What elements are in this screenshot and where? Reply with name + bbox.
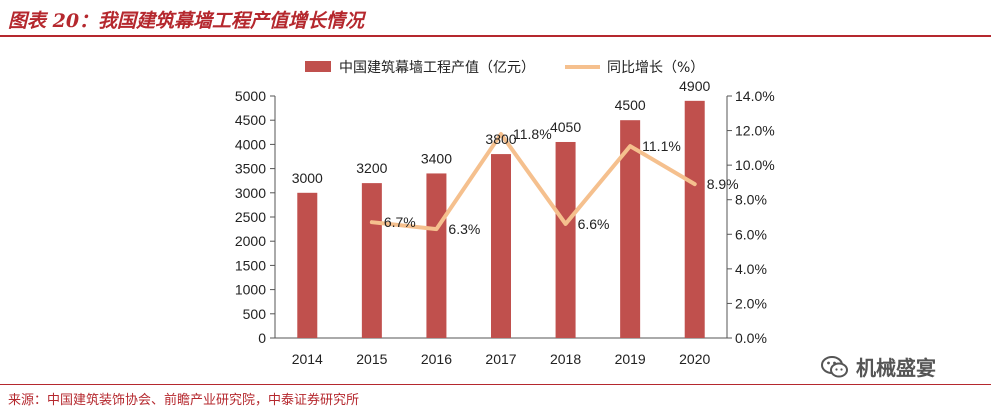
x-tick-label: 2018: [550, 351, 581, 367]
bar: [361, 183, 382, 338]
y-right-tick-label: 2.0%: [735, 295, 767, 311]
bar: [491, 154, 511, 338]
y-left-tick-label: 5000: [235, 88, 266, 104]
x-tick-label: 2014: [292, 351, 323, 367]
growth-value-label: 6.7%: [384, 214, 416, 230]
bar-value-label: 3400: [421, 150, 452, 166]
x-tick-label: 2015: [356, 351, 387, 367]
bar: [297, 192, 318, 338]
y-left-tick-label: 1500: [235, 257, 266, 273]
y-left-tick-label: 2500: [235, 209, 266, 225]
y-right-tick-label: 12.0%: [735, 123, 775, 139]
y-left-tick-label: 500: [243, 306, 267, 322]
bar: [555, 141, 576, 338]
bar: [426, 173, 447, 338]
y-left-tick-label: 3000: [235, 185, 266, 201]
bar-value-label: 4500: [615, 97, 646, 113]
y-left-tick-label: 4500: [235, 112, 266, 128]
bar-value-label: 3200: [356, 160, 387, 176]
y-right-tick-label: 10.0%: [735, 157, 775, 173]
growth-value-label: 6.6%: [578, 216, 610, 232]
x-tick-label: 2019: [615, 351, 646, 367]
x-tick-label: 2017: [485, 351, 516, 367]
growth-line: [369, 132, 697, 232]
growth-value-label: 6.3%: [448, 221, 480, 237]
title-divider: [0, 35, 991, 37]
y-right-tick-label: 8.0%: [735, 192, 767, 208]
y-left-tick-label: 0: [258, 330, 266, 346]
growth-value-label: 11.1%: [642, 138, 681, 154]
watermark: 机械盛宴: [820, 352, 936, 381]
growth-value-label: 11.8%: [513, 126, 552, 142]
figure-title: 图表 20：我国建筑幕墙工程产值增长情况: [8, 10, 365, 32]
growth-value-label: 8.9%: [707, 176, 739, 192]
bar-value-label: 4050: [550, 119, 581, 135]
y-left-tick-label: 2000: [235, 233, 266, 249]
x-tick-label: 2020: [679, 351, 710, 367]
bar: [684, 100, 705, 338]
y-right-tick-label: 0.0%: [735, 330, 767, 346]
bar-value-label: 3000: [292, 170, 323, 186]
y-right-tick-label: 14.0%: [735, 88, 775, 104]
y-left-tick-label: 4000: [235, 136, 266, 152]
bar: [620, 120, 641, 338]
bar-value-label: 4900: [679, 78, 710, 94]
legend-swatch-bar: [305, 61, 331, 72]
watermark-text: 机械盛宴: [856, 356, 936, 380]
legend-label-line: 同比增长（%）: [607, 60, 704, 76]
footer-divider: [0, 384, 991, 385]
y-right-tick-label: 6.0%: [735, 226, 767, 242]
source-note: 来源：中国建筑装饰协会、前瞻产业研究院，中泰证券研究所: [8, 393, 360, 408]
y-left-tick-label: 3500: [235, 161, 266, 177]
x-tick-label: 2016: [421, 351, 452, 367]
bar-value-label: 3800: [485, 131, 516, 147]
y-left-tick-label: 1000: [235, 282, 266, 298]
legend-label-bar: 中国建筑幕墙工程产值（亿元）: [339, 60, 535, 76]
y-right-tick-label: 4.0%: [735, 261, 767, 277]
wechat-icon: [821, 355, 848, 377]
